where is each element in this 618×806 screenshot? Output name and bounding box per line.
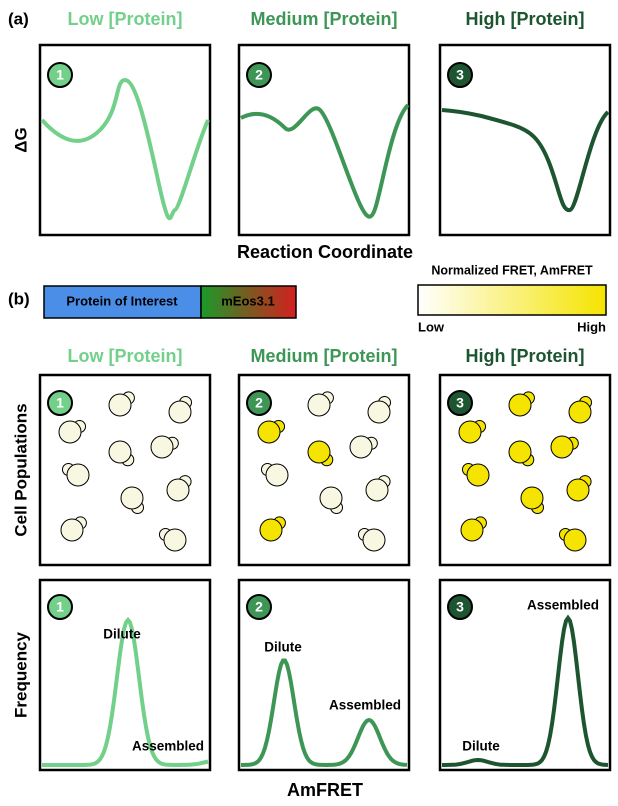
- cell: [467, 464, 489, 486]
- number-label: 3: [456, 395, 464, 411]
- cell: [551, 436, 573, 458]
- cell: [109, 441, 131, 463]
- colorbar: [418, 285, 606, 315]
- cell: [308, 394, 330, 416]
- cell: [121, 487, 143, 509]
- number-label: 3: [456, 67, 464, 83]
- cell: [260, 519, 282, 541]
- peak-label: Dilute: [264, 640, 302, 655]
- column-title: Medium [Protein]: [251, 9, 398, 29]
- cell: [169, 401, 191, 423]
- cell: [61, 519, 83, 541]
- cell: [266, 464, 288, 486]
- cell: [521, 487, 543, 509]
- cell: [258, 421, 280, 443]
- cell: [509, 394, 531, 416]
- cell: [308, 441, 330, 463]
- colorbar-title: Normalized FRET, AmFRET: [431, 263, 593, 277]
- cell: [509, 441, 531, 463]
- number-label: 2: [255, 67, 263, 83]
- cell: [567, 479, 589, 501]
- cell: [151, 436, 173, 458]
- figure: (a) (b) ΔG Reaction Coordinate Protein o…: [0, 0, 618, 801]
- number-label: 3: [456, 599, 464, 615]
- cell: [164, 529, 186, 551]
- row-label: Cell Populations: [11, 403, 30, 536]
- column-title: High [Protein]: [466, 346, 585, 366]
- cell: [368, 401, 390, 423]
- peak-label: Assembled: [132, 739, 204, 754]
- panel-label: (b): [8, 289, 30, 308]
- x-axis-label: AmFRET: [287, 780, 363, 800]
- cell: [461, 519, 483, 541]
- colorbar-high: High: [577, 319, 606, 334]
- y-axis-label: ΔG: [11, 127, 30, 152]
- cell: [109, 394, 131, 416]
- cell: [67, 464, 89, 486]
- peak-label: Dilute: [462, 739, 500, 754]
- column-title: Low [Protein]: [68, 346, 183, 366]
- column-title: Medium [Protein]: [251, 346, 398, 366]
- peak-label: Assembled: [329, 698, 401, 713]
- number-label: 1: [56, 67, 64, 83]
- column-title: High [Protein]: [466, 9, 585, 29]
- row-label: Frequency: [11, 631, 30, 718]
- cell: [363, 529, 385, 551]
- peak-label: Dilute: [103, 627, 141, 642]
- cell: [459, 421, 481, 443]
- cell: [59, 421, 81, 443]
- cell: [167, 479, 189, 501]
- colorbar-low: Low: [418, 319, 445, 334]
- cell: [564, 529, 586, 551]
- x-axis-label: Reaction Coordinate: [237, 242, 413, 262]
- panel-label: (a): [8, 9, 29, 28]
- number-label: 1: [56, 599, 64, 615]
- cell: [569, 401, 591, 423]
- number-label: 2: [255, 599, 263, 615]
- cell: [366, 479, 388, 501]
- cell: [350, 436, 372, 458]
- number-label: 2: [255, 395, 263, 411]
- construct-label: mEos3.1: [221, 293, 274, 308]
- peak-label: Assembled: [527, 598, 599, 613]
- column-title: Low [Protein]: [68, 9, 183, 29]
- construct-label: Protein of Interest: [66, 293, 178, 308]
- cell: [320, 487, 342, 509]
- number-label: 1: [56, 395, 64, 411]
